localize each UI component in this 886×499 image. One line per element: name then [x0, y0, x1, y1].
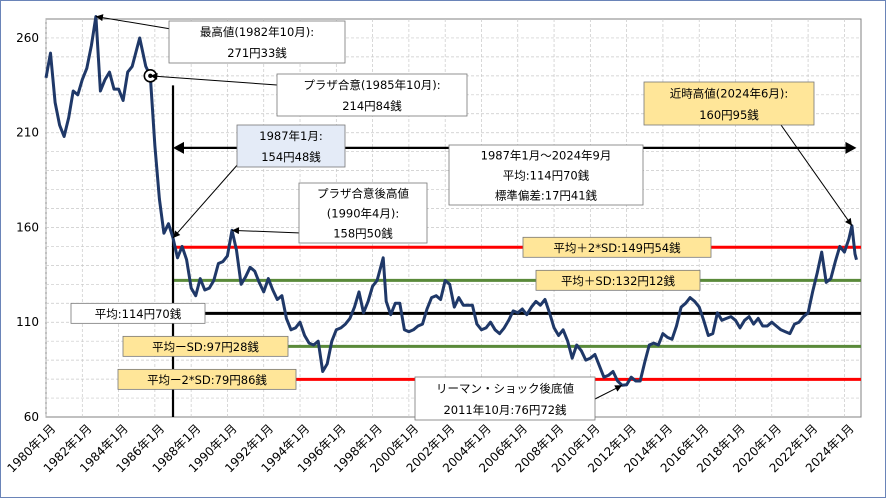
reference-label: 平均＋SD:132円12銭	[561, 274, 676, 288]
annotation-text: 160円95銭	[699, 108, 759, 122]
annotation-leader	[95, 15, 172, 30]
reference-label: 平均:114円70銭	[95, 307, 182, 321]
reference-label-box	[122, 335, 289, 357]
annotation-box	[414, 376, 596, 421]
period-arrow-head-left	[173, 141, 185, 154]
reference-label: 平均ーSD:97円28銭	[152, 340, 259, 354]
y-tick-label: 60	[24, 410, 39, 424]
reference-label-box	[70, 302, 206, 324]
annotation-text: 近時高値(2024年6月):	[670, 86, 788, 100]
annotation-text: 154円48銭	[261, 150, 321, 164]
y-axis-ticks: 60 110 160 210 260	[16, 31, 39, 424]
annotation-box	[448, 144, 644, 206]
annotation-text: 標準偏差:17円41銭	[495, 189, 598, 203]
reference-label-box	[117, 368, 297, 390]
annotation-text: プラザ合意(1985年10月):	[303, 78, 440, 92]
reference-label: 平均＋2*SD:149円54銭	[553, 241, 681, 255]
annotation-arrowhead	[845, 217, 852, 226]
y-tick-label: 110	[16, 315, 39, 329]
reference-label-box	[522, 236, 712, 258]
annotation-text: 1987年1月～2024年9月	[481, 149, 612, 163]
annotation-text: (1990年4月):	[327, 207, 399, 221]
annotation-text: 最高値(1982年10月):	[200, 25, 314, 39]
reference-label: 平均ー2*SD:79円86銭	[147, 373, 267, 387]
y-tick-label: 210	[16, 126, 39, 140]
annotation-leaders	[95, 14, 853, 400]
annotation-text: 平均:114円70銭	[503, 169, 590, 183]
annotation-text: 1987年1月:	[259, 129, 322, 143]
annotation-box	[236, 124, 346, 168]
reference-label-box	[535, 269, 701, 291]
annotation-box	[276, 73, 468, 117]
annotation-leader	[231, 229, 302, 234]
period-arrow-head-right	[845, 141, 857, 154]
annotation-leader	[150, 75, 278, 86]
annotation-arrowhead	[95, 14, 104, 22]
annotation-box	[298, 182, 428, 244]
annotation-box	[168, 20, 346, 64]
annotation-text: 158円50銭	[333, 227, 393, 241]
annotation-text: 2011年10月:76円72銭	[443, 403, 567, 417]
y-tick-label: 260	[16, 31, 39, 45]
annotation-box	[643, 81, 815, 126]
y-tick-label: 160	[16, 220, 39, 234]
reference-labels: 平均＋2*SD:149円54銭平均＋SD:132円12銭平均:114円70銭平均…	[70, 236, 712, 390]
annotation-text: 214円84銭	[342, 99, 402, 113]
annotation-arrowhead	[173, 230, 181, 238]
annotation-arrowhead	[231, 227, 240, 235]
annotation-arrowhead	[614, 385, 623, 392]
annotation-arrowhead	[150, 72, 158, 80]
x-axis-ticks: 1980年1月1982年1月1984年1月1986年1月1988年1月1990年…	[4, 421, 856, 475]
annotation-leader	[780, 124, 853, 226]
exchange-rate-line	[44, 15, 858, 387]
annotation-text: プラザ合意後高値	[317, 187, 409, 201]
annotation-text: リーマン・ショック後底値	[436, 381, 574, 395]
annotation-text: 271円33銭	[227, 46, 287, 60]
annotation-leader	[172, 162, 240, 239]
